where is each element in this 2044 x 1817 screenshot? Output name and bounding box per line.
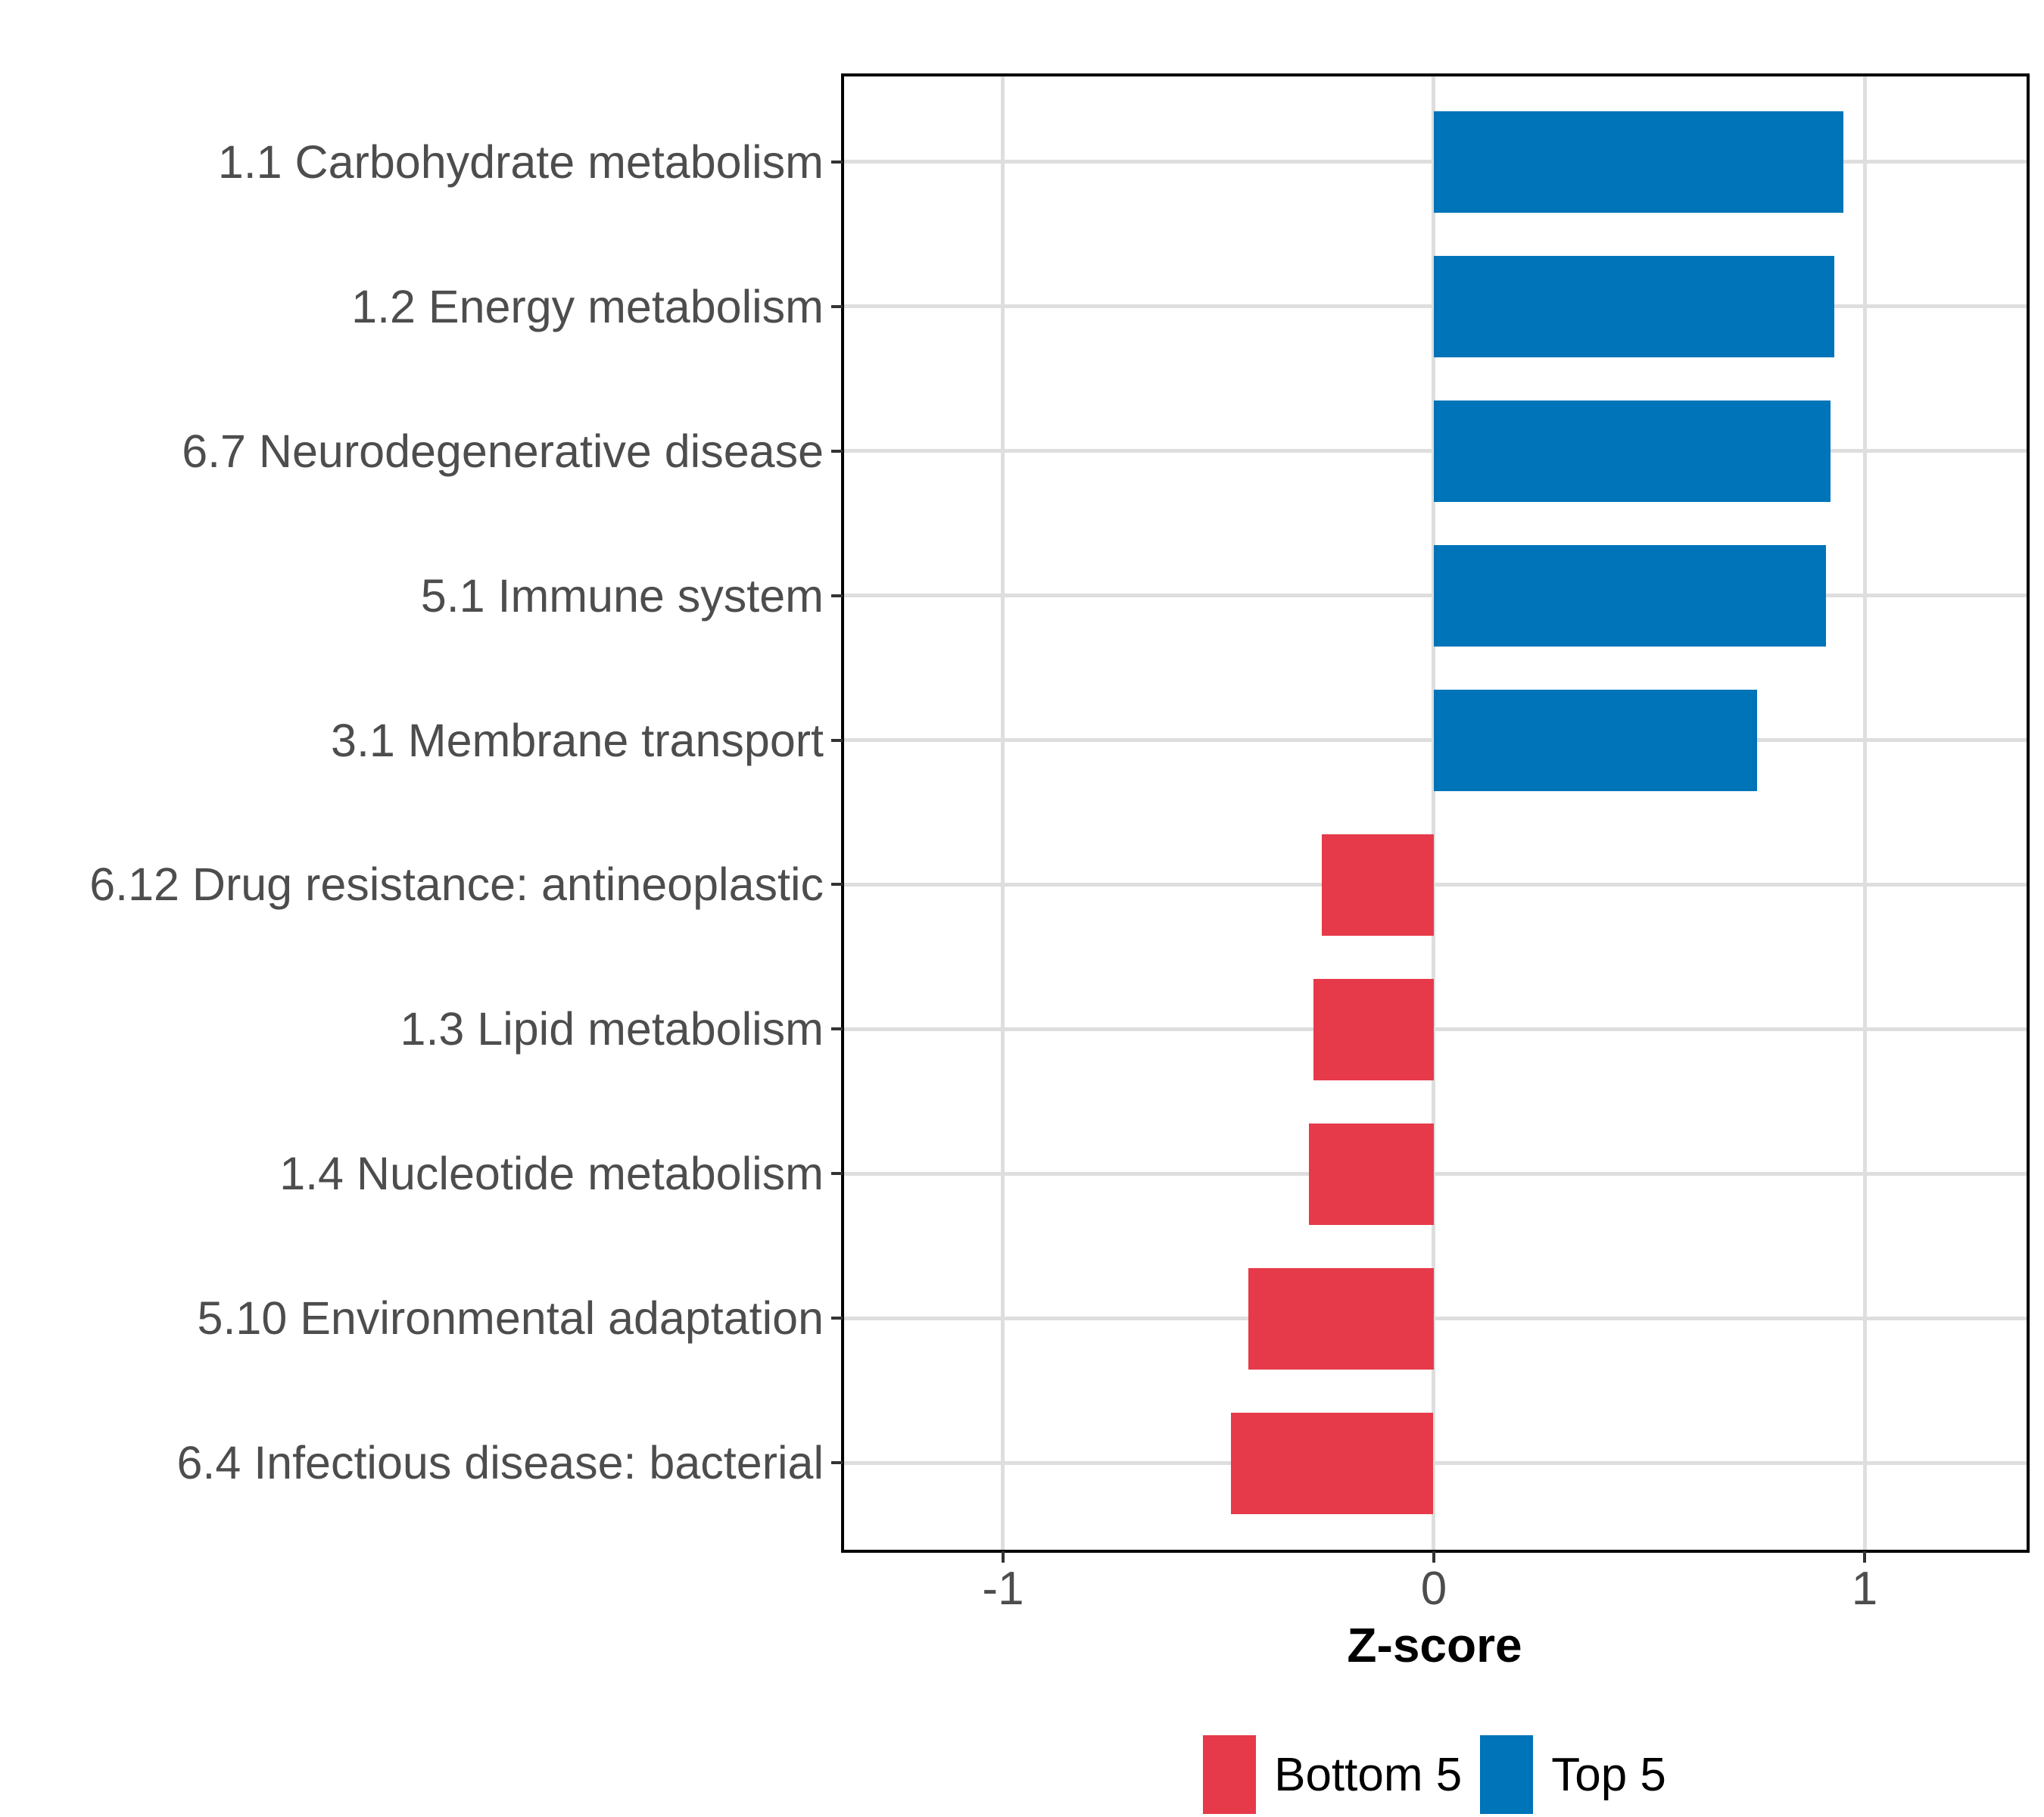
y-tick-8: [831, 1317, 843, 1320]
y-axis-label-5: 6.12 Drug resistance: antineoplastic: [89, 859, 824, 910]
y-tick-0: [831, 161, 843, 164]
y-tick-3: [831, 594, 843, 597]
y-axis-label-6: 1.3 Lipid metabolism: [400, 1003, 824, 1055]
y-gridline-6: [843, 1027, 2027, 1031]
y-axis-label-1: 1.2 Energy metabolism: [351, 281, 824, 332]
y-axis-label-7: 1.4 Nucleotide metabolism: [279, 1148, 824, 1199]
legend-swatch-1: [1480, 1735, 1534, 1814]
x-tick-1: [1863, 1551, 1866, 1563]
bar-3: [1434, 545, 1826, 647]
bar-4: [1434, 690, 1757, 791]
x-tick-0: [1432, 1551, 1435, 1563]
legend-label-0: Bottom 5: [1274, 1748, 1463, 1801]
y-gridline-5: [843, 883, 2027, 887]
y-tick-1: [831, 305, 843, 308]
y-gridline-7: [843, 1172, 2027, 1176]
x-gridline-1: [1863, 75, 1867, 1550]
bar-9: [1231, 1413, 1433, 1514]
y-axis-label-4: 3.1 Membrane transport: [331, 715, 824, 766]
legend-label-1: Top 5: [1551, 1748, 1666, 1801]
bar-2: [1434, 400, 1831, 502]
legend: Bottom 5 Top 5: [843, 1734, 2027, 1815]
y-axis-label-2: 6.7 Neurodegenerative disease: [182, 425, 824, 477]
y-tick-6: [831, 1027, 843, 1030]
y-axis-label-9: 6.4 Infectious disease: bacterial: [176, 1437, 824, 1488]
x-tick-label-0: 0: [1420, 1563, 1447, 1615]
x-tick--1: [1002, 1551, 1005, 1563]
bar-5: [1322, 834, 1434, 936]
bar-0: [1434, 111, 1843, 213]
y-tick-9: [831, 1461, 843, 1464]
bar-7: [1309, 1124, 1434, 1225]
y-axis-label-3: 5.1 Immune system: [420, 570, 824, 622]
y-gridline-8: [843, 1317, 2027, 1320]
legend-item-1: Top 5: [1480, 1735, 1666, 1814]
y-tick-2: [831, 450, 843, 453]
y-gridline-9: [843, 1461, 2027, 1465]
x-axis-title: Z-score: [1347, 1618, 1522, 1672]
x-tick-label-1: 1: [1851, 1563, 1878, 1615]
x-tick-label--1: -1: [982, 1563, 1024, 1615]
y-tick-4: [831, 739, 843, 742]
legend-item-0: Bottom 5: [1203, 1735, 1462, 1814]
y-tick-5: [831, 883, 843, 886]
x-gridline-0: [1432, 75, 1435, 1550]
bar-1: [1434, 256, 1834, 357]
legend-swatch-0: [1203, 1735, 1257, 1814]
y-axis-label-8: 5.10 Environmental adaptation: [197, 1292, 824, 1344]
bar-8: [1248, 1268, 1434, 1370]
y-axis-label-0: 1.1 Carbohydrate metabolism: [217, 136, 824, 188]
y-tick-7: [831, 1172, 843, 1175]
bar-6: [1313, 979, 1434, 1080]
x-gridline--1: [1001, 75, 1005, 1550]
